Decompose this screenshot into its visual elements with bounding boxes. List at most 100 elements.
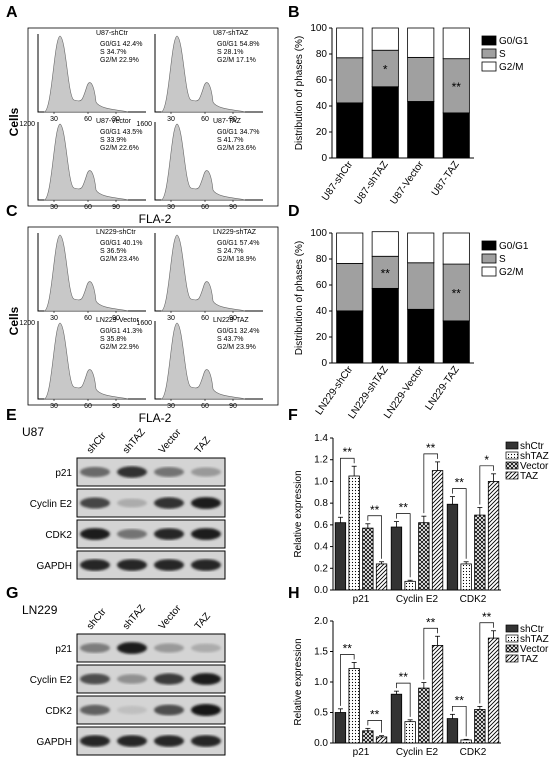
histogram-fill: [160, 123, 246, 201]
histogram-plot: 30 60 90 LN229-shCtr G0/G1 40.1%S 36.5%G2/M …: [37, 229, 146, 322]
histogram-fill: [160, 322, 246, 400]
bar-segment: [442, 112, 470, 159]
band-label: CDK2: [45, 530, 72, 541]
legend-label: G2/M: [499, 62, 523, 73]
y-tick-label: 20: [316, 127, 328, 138]
legend-swatch: [481, 240, 497, 251]
x-tick-label: 30: [50, 403, 58, 410]
histogram-title: LN229-Vector: [96, 317, 139, 324]
y-axis-label: Distribution of phases (%): [294, 241, 305, 356]
bar: [334, 522, 347, 591]
x-tick-label: 30: [167, 204, 175, 211]
bar: [348, 475, 360, 591]
protein-band: [191, 559, 221, 571]
legend-swatch: [505, 471, 519, 480]
histogram-fill: [43, 322, 129, 400]
x-tick-label: LN229-TAZ: [423, 364, 461, 412]
protein-band: [154, 497, 184, 509]
protein-band: [154, 735, 184, 747]
significance-label: **: [343, 641, 353, 655]
protein-band: [154, 559, 184, 571]
protein-band: [117, 735, 147, 747]
protein-band: [191, 735, 221, 747]
western-blot: LN229 shCtr shTAZ Vector TAZ p21 Cyclin E2 CDK2…: [22, 603, 226, 756]
y-tick-label: 0.2: [314, 563, 328, 574]
y-tick-label: 1.2: [314, 455, 328, 466]
significance-bracket: [452, 705, 467, 737]
x-tick-label: 30: [50, 116, 58, 123]
legend-label: TAZ: [520, 471, 538, 482]
protein-band: [80, 466, 110, 478]
bar-segment: [407, 56, 435, 102]
x-tick-label: 90: [229, 315, 237, 322]
y-tick-label: 0.4: [314, 542, 328, 553]
legend-label: shCtr: [520, 624, 545, 635]
histogram-fill: [160, 35, 246, 113]
bar-segment: [442, 27, 470, 60]
band-label: Cyclin E2: [30, 675, 73, 686]
histogram-fill: [43, 35, 129, 113]
legend-swatch: [505, 451, 519, 460]
histogram-plot: 30 60 90 1600 LN229-TAZ G0/G1 32.4%S 43.7%G2/…: [136, 317, 263, 410]
y-tick-label: 40: [316, 101, 328, 112]
significance-label: **: [452, 286, 462, 300]
bar-segment: [371, 49, 399, 88]
lane-label: TAZ: [193, 435, 213, 456]
bar: [404, 580, 416, 591]
bar-segment: [371, 27, 399, 51]
histogram-title: U87-Vector: [96, 118, 132, 125]
significance-bracket: [423, 453, 438, 514]
histogram-title: LN229-shCtr: [96, 229, 136, 236]
cell-line-label: LN229: [22, 603, 58, 617]
y-max-label: 1200: [19, 320, 35, 327]
bar: [460, 563, 472, 591]
phase-stat: G2/M 23.6%: [217, 145, 256, 152]
significance-bracket: [423, 627, 438, 680]
protein-band: [80, 528, 110, 540]
protein-band: [191, 467, 221, 477]
protein-band: [117, 466, 147, 478]
panel-label: A: [6, 4, 18, 21]
protein-band: [191, 704, 221, 716]
panel-label: F: [288, 407, 298, 424]
legend-label: S: [499, 254, 506, 265]
phase-stat: G2/M 22.6%: [100, 145, 139, 152]
x-axis-label: FLA-2: [139, 411, 172, 425]
phase-stat: S 33.9%: [100, 137, 126, 144]
bar-segment: [336, 310, 364, 364]
x-tick-label: 60: [201, 315, 209, 322]
phase-stat: G2/M 18.9%: [217, 256, 256, 263]
phase-stat: G0/G1 32.4%: [217, 328, 259, 335]
significance-label: **: [343, 445, 353, 459]
grouped-chart: Relative expression 0.0 0.5 1.0 1.5 2.0 ** ** p2…: [293, 610, 549, 758]
x-tick-label: 90: [112, 403, 120, 410]
protein-band: [117, 674, 147, 684]
y-tick-label: 100: [310, 23, 327, 34]
panel-label: B: [288, 4, 300, 21]
bar: [362, 730, 374, 744]
legend-label: S: [499, 49, 506, 60]
x-tick-label: 90: [229, 204, 237, 211]
lane-label: shCtr: [85, 606, 109, 632]
y-tick-label: 40: [316, 306, 328, 317]
x-tick-label: 90: [229, 116, 237, 123]
y-axis-label: Cells: [7, 107, 21, 136]
phase-stat: S 24.7%: [217, 248, 243, 255]
bar-segment: [442, 320, 470, 364]
band-label: p21: [55, 644, 72, 655]
significance-bracket: [452, 488, 467, 559]
bar: [375, 563, 388, 591]
significance-bracket: [340, 654, 355, 706]
protein-band: [80, 735, 110, 747]
x-tick-label: U87-Vector: [389, 159, 427, 207]
histogram-title: U87-TAZ: [213, 118, 242, 125]
lane-label: Vector: [157, 427, 184, 456]
legend-swatch: [481, 253, 497, 264]
grouped-bar-charts: Relative expression 0.0 0.2 0.4 0.6 0.8 1.0 1.2…: [293, 433, 549, 758]
x-tick-label: 90: [112, 315, 120, 322]
bar-segment: [371, 86, 399, 159]
y-tick-label: 1.0: [314, 476, 328, 487]
legend-swatch: [481, 35, 497, 46]
x-tick-label: p21: [353, 594, 370, 605]
